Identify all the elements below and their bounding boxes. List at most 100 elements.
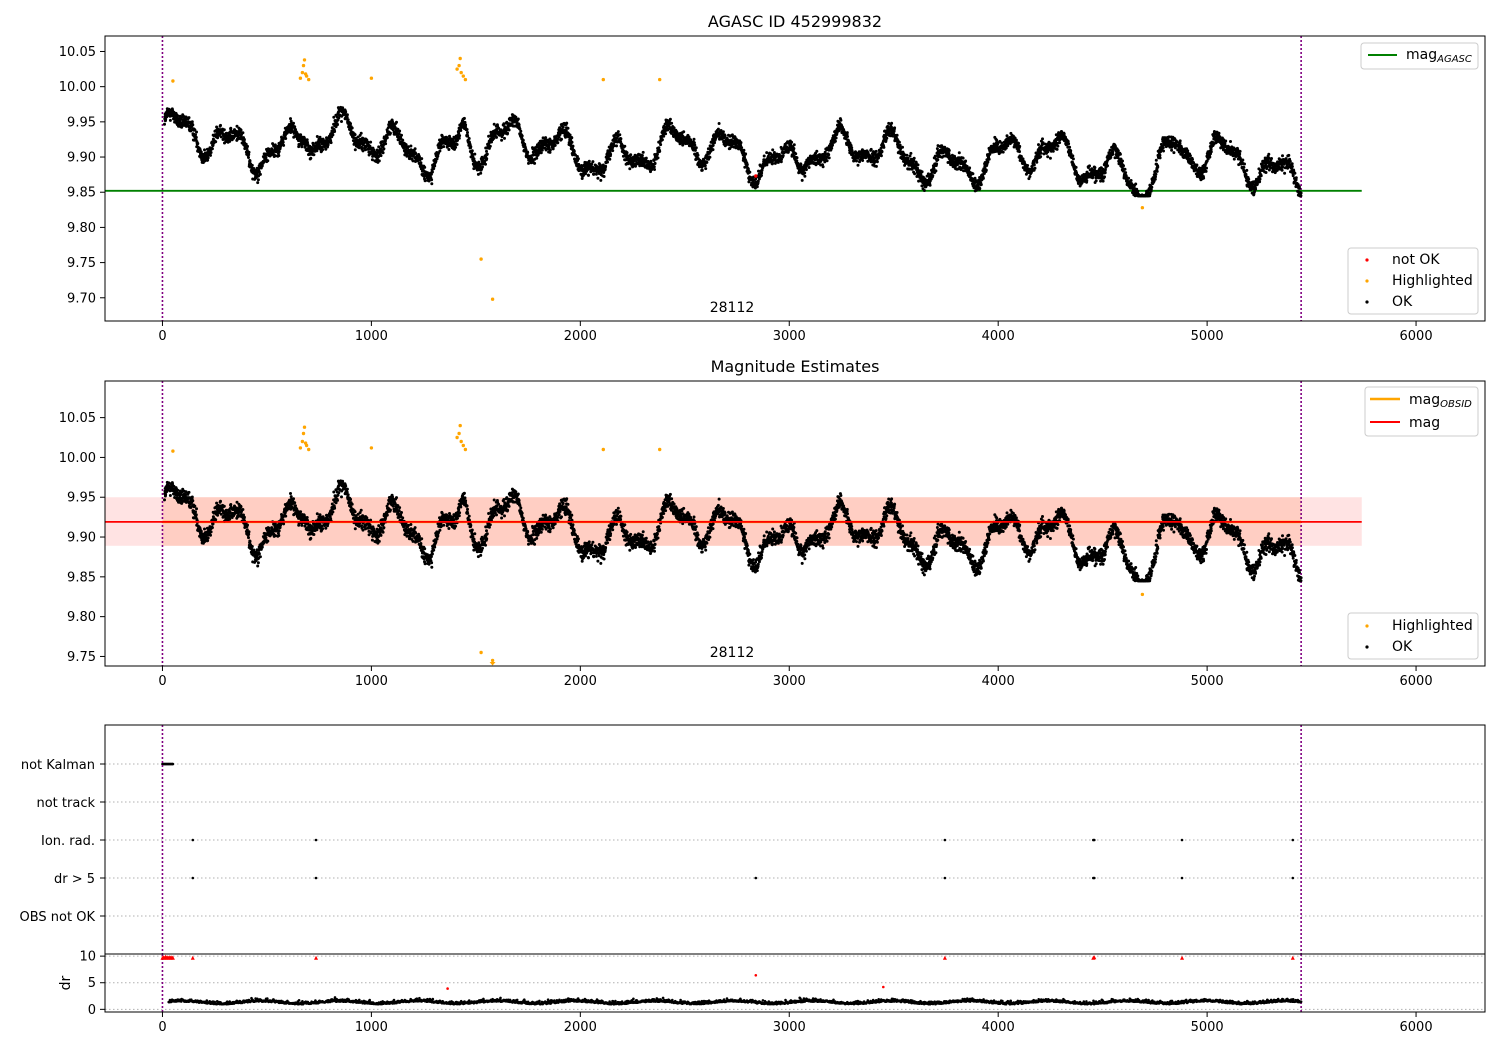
ok-point <box>782 154 785 157</box>
ok-point <box>694 149 697 152</box>
ok-point <box>839 119 842 122</box>
ok-point <box>412 159 415 162</box>
ok-point <box>1205 167 1208 170</box>
ok-point <box>603 175 606 178</box>
ok-point <box>1191 158 1194 161</box>
ok-point <box>466 128 469 131</box>
ok-point <box>899 144 902 147</box>
ok-point <box>492 137 495 140</box>
ok-point <box>354 148 357 151</box>
ok-point <box>420 157 423 160</box>
ok-point <box>1179 139 1182 142</box>
ok-point <box>682 130 685 133</box>
ok-point <box>763 155 766 158</box>
ok-point <box>540 151 543 154</box>
ok-point <box>827 153 830 156</box>
ok-point <box>1018 145 1021 148</box>
ok-point <box>382 151 385 154</box>
ok-point <box>541 149 544 152</box>
ok-point <box>748 171 751 174</box>
ok-point <box>717 128 720 131</box>
ok-point <box>442 145 445 148</box>
ok-point <box>704 164 707 167</box>
ok-point <box>664 132 667 135</box>
ok-point <box>1035 161 1038 164</box>
ok-point <box>458 134 461 137</box>
ok-point <box>1041 137 1044 140</box>
ok-point <box>697 154 700 157</box>
ok-point <box>861 159 864 162</box>
ok-point <box>796 162 799 165</box>
ok-point <box>503 137 506 140</box>
ok-point <box>606 161 609 164</box>
ok-point <box>249 159 252 162</box>
ok-point <box>278 150 281 153</box>
ok-point <box>401 139 404 142</box>
ok-point <box>256 181 259 184</box>
ok-point <box>985 169 988 172</box>
ok-point <box>901 146 904 149</box>
ok-point <box>240 129 243 132</box>
ok-point <box>1150 186 1153 189</box>
ok-point <box>207 156 210 159</box>
ok-point <box>248 151 251 154</box>
ok-point <box>893 126 896 129</box>
ok-point <box>306 138 309 141</box>
ok-point <box>909 155 912 158</box>
ok-point <box>834 140 837 143</box>
ok-point <box>588 160 591 163</box>
ok-point <box>796 156 799 159</box>
ok-point <box>1056 148 1059 151</box>
ok-point <box>533 162 536 165</box>
ok-point <box>669 118 672 121</box>
ok-point <box>629 153 632 156</box>
ok-point <box>986 161 989 164</box>
ok-point <box>486 153 489 156</box>
ok-point <box>705 161 708 164</box>
ok-point <box>875 165 878 168</box>
ok-point <box>432 167 435 170</box>
ok-point <box>913 172 916 175</box>
ok-point <box>1195 164 1198 167</box>
ok-point <box>792 147 795 150</box>
ok-point <box>626 151 629 154</box>
ok-point <box>414 147 417 150</box>
ok-point <box>558 136 561 139</box>
ok-point <box>188 116 191 119</box>
ok-point <box>1122 164 1125 167</box>
ok-point <box>923 189 926 192</box>
ok-point <box>907 157 910 160</box>
ok-point <box>251 164 254 167</box>
ok-point <box>1172 151 1175 154</box>
ok-point <box>1072 157 1075 160</box>
ok-point <box>642 151 645 154</box>
ok-point <box>344 111 347 114</box>
ok-point <box>1121 160 1124 163</box>
ok-point <box>562 126 565 129</box>
ok-point <box>195 131 198 134</box>
ok-point <box>176 114 179 117</box>
ok-point <box>485 150 488 153</box>
ok-point <box>1124 168 1127 171</box>
ok-point <box>1006 144 1009 147</box>
ok-point <box>1159 156 1162 159</box>
ok-point <box>1039 155 1042 158</box>
ok-point <box>740 146 743 149</box>
ok-point <box>466 131 469 134</box>
ok-point <box>196 142 199 145</box>
ok-point <box>746 163 749 166</box>
ok-point <box>653 165 656 168</box>
ok-point <box>657 156 660 159</box>
ok-point <box>312 153 315 156</box>
ok-point <box>243 138 246 141</box>
ok-point <box>704 167 707 170</box>
ok-point <box>382 147 385 150</box>
ok-point <box>1040 152 1043 155</box>
ok-point <box>722 130 725 133</box>
ok-point <box>962 157 965 160</box>
ok-point <box>693 138 696 141</box>
ok-point <box>771 162 774 165</box>
ok-point <box>978 187 981 190</box>
ok-point <box>1205 170 1208 173</box>
ok-point <box>921 170 924 173</box>
